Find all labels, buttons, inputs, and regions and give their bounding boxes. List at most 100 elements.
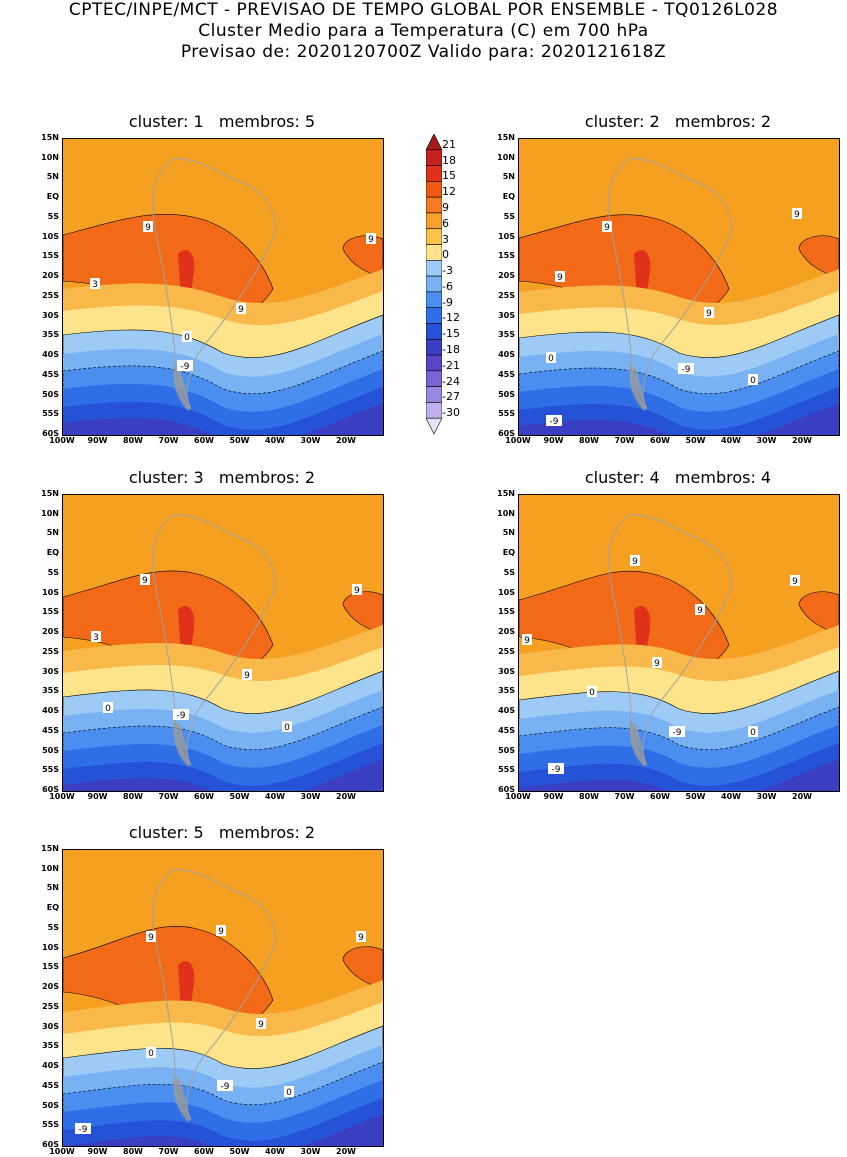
lat-label: 10N — [497, 508, 515, 518]
lat-label: 45S — [498, 369, 515, 379]
lon-label: 60W — [650, 436, 670, 445]
lat-label: 20S — [42, 271, 59, 281]
lat-label: 35S — [498, 330, 515, 340]
lon-label: 100W — [49, 792, 75, 801]
contour-label: -9 — [181, 362, 190, 372]
lat-label: 10S — [42, 231, 59, 241]
lat-label: 35S — [42, 1041, 59, 1051]
header-line-3: Previsao de: 2020120700Z Valido para: 20… — [180, 42, 667, 62]
lat-label: EQ — [502, 548, 515, 558]
lat-label: EQ — [46, 192, 59, 202]
lon-label: 60W — [194, 1147, 214, 1156]
lat-label: 35S — [42, 330, 59, 340]
lat-label: 55S — [498, 409, 515, 419]
cluster-map: 9 9 9 9 9 0 -9 0 -9 — [518, 494, 840, 792]
lat-label: 60S — [498, 785, 515, 794]
colorbar-label: 12 — [442, 185, 456, 199]
lat-label: 60S — [498, 429, 515, 438]
contour-label: 0 — [184, 333, 190, 343]
colorbar-label: -12 — [442, 311, 460, 325]
lon-label: 90W — [87, 436, 108, 445]
contour-label: -9 — [682, 365, 691, 375]
lat-label: 45S — [42, 725, 59, 735]
lat-label: 30S — [42, 1021, 59, 1031]
lat-label: 50S — [42, 745, 59, 755]
lon-label: 90W — [87, 792, 108, 801]
lon-label: 30W — [300, 792, 321, 801]
lon-label: 40W — [721, 792, 741, 801]
contour-label: 9 — [654, 659, 660, 669]
contour-label: 9 — [244, 671, 250, 681]
lat-label: 50S — [42, 1100, 59, 1110]
contour-label: 0 — [148, 1049, 154, 1059]
lat-label: 10N — [497, 152, 515, 162]
lat-label: 25S — [42, 646, 59, 656]
lon-label: 20W — [336, 792, 356, 801]
lon-label: 50W — [229, 436, 250, 445]
contour-label: 0 — [286, 1088, 292, 1098]
contour-label: 9 — [354, 586, 360, 596]
lon-label: 30W — [756, 792, 777, 801]
lat-label: 60S — [42, 1140, 59, 1149]
contour-label: 0 — [105, 704, 111, 714]
lat-label: 5S — [503, 211, 515, 221]
lat-label: 50S — [498, 389, 515, 399]
contour-label: 9 — [792, 577, 798, 587]
lat-label: 25S — [498, 646, 515, 656]
lat-label: EQ — [46, 548, 59, 558]
colorbar-label: 3 — [442, 232, 449, 246]
lat-label: 15S — [498, 251, 515, 261]
lon-label: 30W — [300, 436, 321, 445]
contour-label: 0 — [548, 354, 554, 364]
lon-label: 70W — [158, 1147, 179, 1156]
panel-title: cluster: 4 membros: 4 — [584, 468, 772, 487]
lat-label: 30S — [42, 666, 59, 676]
lat-label: 10N — [41, 152, 59, 162]
lat-label: 20S — [42, 982, 59, 992]
lat-label: 20S — [498, 271, 515, 281]
temperature-field: 9 9 3 9 0 -9 0 — [63, 495, 383, 791]
lat-label: 30S — [42, 310, 59, 320]
colorbar-label: 0 — [442, 248, 449, 262]
lon-label: 60W — [194, 436, 214, 445]
panel-title: cluster: 2 membros: 2 — [584, 112, 772, 131]
lon-label: 30W — [300, 1147, 321, 1156]
temperature-field: 9 9 9 9 9 0 -9 0 -9 — [519, 495, 839, 791]
lon-label: 80W — [123, 1147, 143, 1156]
lat-label: 15S — [42, 607, 59, 617]
lon-label: 50W — [685, 792, 706, 801]
lon-label: 40W — [265, 1147, 285, 1156]
lat-label: 55S — [42, 1120, 59, 1130]
lat-label: 50S — [42, 389, 59, 399]
contour-label: 9 — [142, 576, 148, 586]
lat-label: 15N — [41, 489, 59, 498]
colorbar — [426, 134, 442, 435]
lat-label: 15N — [41, 844, 59, 853]
colorbar-label: 21 — [442, 137, 456, 151]
lat-label: 10S — [42, 587, 59, 597]
contour-label: 9 — [524, 636, 530, 646]
lat-label: 25S — [42, 1001, 59, 1011]
colorbar-label: -6 — [442, 279, 453, 293]
lat-label: 40S — [42, 350, 59, 360]
contour-label: 9 — [368, 235, 374, 245]
lat-label: 5S — [47, 922, 59, 932]
lat-label: 5S — [503, 567, 515, 577]
lon-label: 40W — [265, 792, 285, 801]
lat-label: 10N — [41, 863, 59, 873]
lon-label: 70W — [158, 436, 179, 445]
contour-label: 9 — [258, 1020, 264, 1030]
lat-label: 30S — [498, 666, 515, 676]
lon-label: 100W — [49, 436, 75, 445]
lon-label: 60W — [650, 792, 670, 801]
contour-label: 9 — [632, 557, 638, 567]
lon-label: 40W — [265, 436, 285, 445]
contour-label: 9 — [148, 933, 154, 943]
lat-label: 5S — [47, 211, 59, 221]
colorbar-label: -9 — [442, 295, 453, 309]
lat-label: 5S — [47, 567, 59, 577]
temperature-field: 9 9 9 9 0 -9 0 -9 — [63, 850, 383, 1146]
lat-label: 55S — [42, 409, 59, 419]
lat-label: 60S — [42, 429, 59, 438]
lat-label: 15N — [497, 489, 515, 498]
